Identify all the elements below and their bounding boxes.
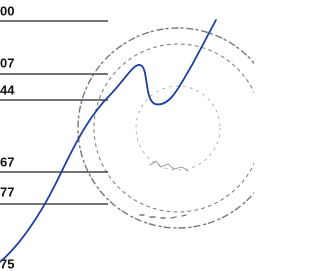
row-value: 67 — [0, 154, 14, 169]
row-value: 00 — [0, 3, 14, 18]
stamp-inner-ring — [94, 44, 254, 212]
document-scan: 00 07 44 67 77 75 — [0, 0, 254, 271]
page: {"rows": ["00", "07", "44", "67", "77", … — [0, 0, 254, 271]
stamp-text — [150, 161, 188, 171]
stamp-outer-ring — [78, 28, 254, 228]
rule-lines — [0, 21, 108, 204]
row-value: 07 — [0, 55, 14, 70]
row-value: 75 — [0, 256, 14, 271]
row-values: 00 07 44 67 77 75 — [0, 3, 15, 271]
stamp-center — [136, 86, 220, 170]
row-value: 77 — [0, 184, 14, 199]
stamp-text — [140, 215, 186, 218]
stamp — [78, 28, 254, 228]
row-value: 44 — [0, 82, 15, 97]
